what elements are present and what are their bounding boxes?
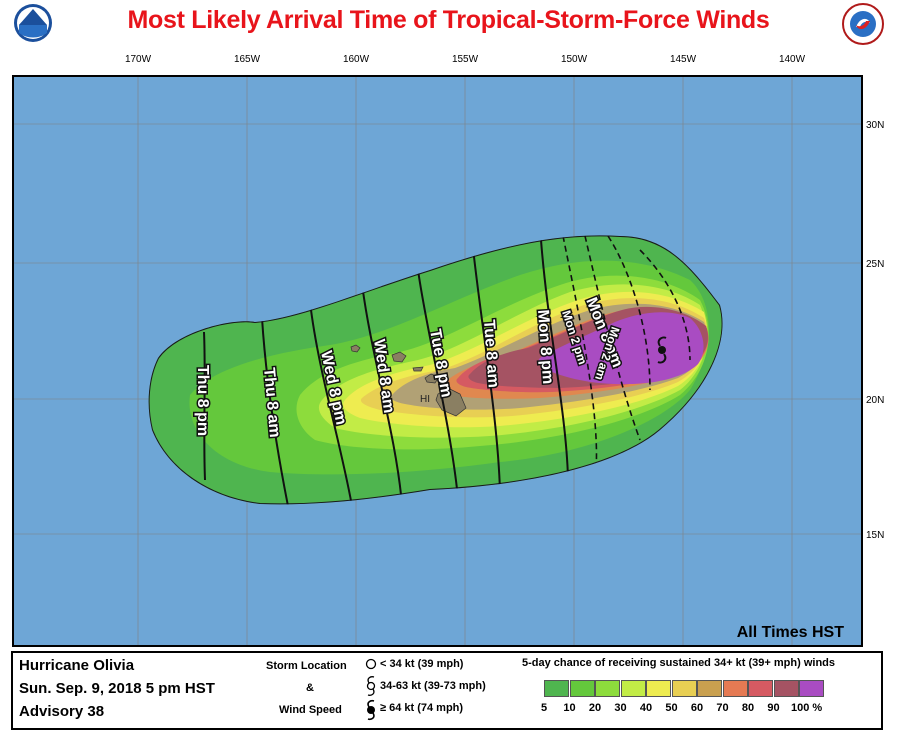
wind-probability-swath	[148, 235, 723, 505]
advisory-datetime: Sun. Sep. 9, 2018 5 pm HST	[19, 680, 215, 697]
probability-tick-label: 80	[741, 702, 755, 714]
wind-key-34-63: 34-63 kt (39-73 mph)	[380, 680, 486, 692]
tropical-storm-icon	[366, 676, 376, 696]
arrival-isochrones-dashed	[562, 235, 691, 471]
svg-text:150W: 150W	[561, 54, 588, 65]
band-100	[538, 312, 704, 385]
svg-text:20N: 20N	[866, 395, 884, 406]
svg-text:15N: 15N	[866, 530, 884, 541]
probability-swatch	[748, 680, 773, 697]
probability-swatch	[646, 680, 671, 697]
probability-tick-label: 30	[614, 702, 627, 714]
advisory-number: Advisory 38	[19, 703, 105, 720]
map-title: Most Likely Arrival Time of Tropical-Sto…	[127, 6, 770, 34]
probability-swatch	[671, 680, 697, 697]
longitude-axis-labels: 170W 165W 160W 155W 150W 145W 140W	[125, 54, 806, 65]
probability-tick-label: 60	[690, 702, 704, 714]
svg-text:140W: 140W	[779, 54, 806, 65]
probability-scale-title: 5-day chance of receiving sustained 34+ …	[522, 657, 835, 669]
region-label-hi: HI	[420, 394, 430, 405]
noaa-logo	[14, 4, 52, 42]
hurricane-icon	[367, 699, 375, 721]
nws-logo	[842, 3, 884, 45]
probability-swatch	[697, 680, 722, 697]
wind-key-lt34: < 34 kt (39 mph)	[380, 658, 464, 670]
storm-name: Hurricane Olivia	[19, 657, 135, 674]
probability-swatch	[595, 680, 620, 697]
probability-tick-label: 10	[563, 702, 576, 714]
probability-tick-label: 90	[767, 702, 780, 714]
hurricane-symbol	[657, 336, 667, 364]
wind-key-icons	[365, 658, 377, 721]
svg-text:25N: 25N	[866, 259, 884, 270]
map-frame	[12, 75, 863, 647]
svg-text:170W: 170W	[125, 54, 152, 65]
svg-text:30N: 30N	[866, 120, 884, 131]
probability-tick-label: 5	[540, 702, 548, 714]
svg-text:145W: 145W	[670, 54, 697, 65]
probability-swatch	[620, 680, 646, 697]
probability-swatch	[799, 680, 824, 697]
wind-speed-label: Wind Speed	[279, 704, 342, 716]
wind-key-ge64: ≥ 64 kt (74 mph)	[380, 702, 464, 714]
probability-swatch	[722, 680, 748, 697]
arrival-isochrones	[203, 239, 569, 505]
svg-text:155W: 155W	[452, 54, 479, 65]
times-note: All Times HST	[737, 624, 845, 641]
probability-tick-label: 100 %	[791, 702, 823, 714]
circle-open-icon	[365, 658, 377, 670]
map-canvas: HI Thu 8 pm Thu 8 am Wed 8 pm Wed 8 am T…	[12, 54, 884, 647]
ampersand-label: &	[306, 682, 314, 694]
probability-tick-label: 40	[639, 702, 653, 714]
probability-swatch	[544, 680, 569, 697]
latitude-axis-labels: 30N 25N 20N 15N	[866, 120, 884, 541]
legend-panel: Hurricane Olivia Sun. Sep. 9, 2018 5 pm …	[11, 651, 883, 730]
probability-tick-label: 20	[588, 702, 602, 714]
svg-text:165W: 165W	[234, 54, 261, 65]
probability-swatch	[773, 680, 799, 697]
storm-location-label: Storm Location	[266, 660, 347, 672]
probability-tick-label: 70	[716, 702, 729, 714]
probability-tick-label: 50	[665, 702, 678, 714]
svg-text:160W: 160W	[343, 54, 370, 65]
lat-lon-grid	[13, 76, 862, 646]
label-thu-8pm: Thu 8 pm	[194, 365, 211, 436]
probability-swatch	[569, 680, 595, 697]
